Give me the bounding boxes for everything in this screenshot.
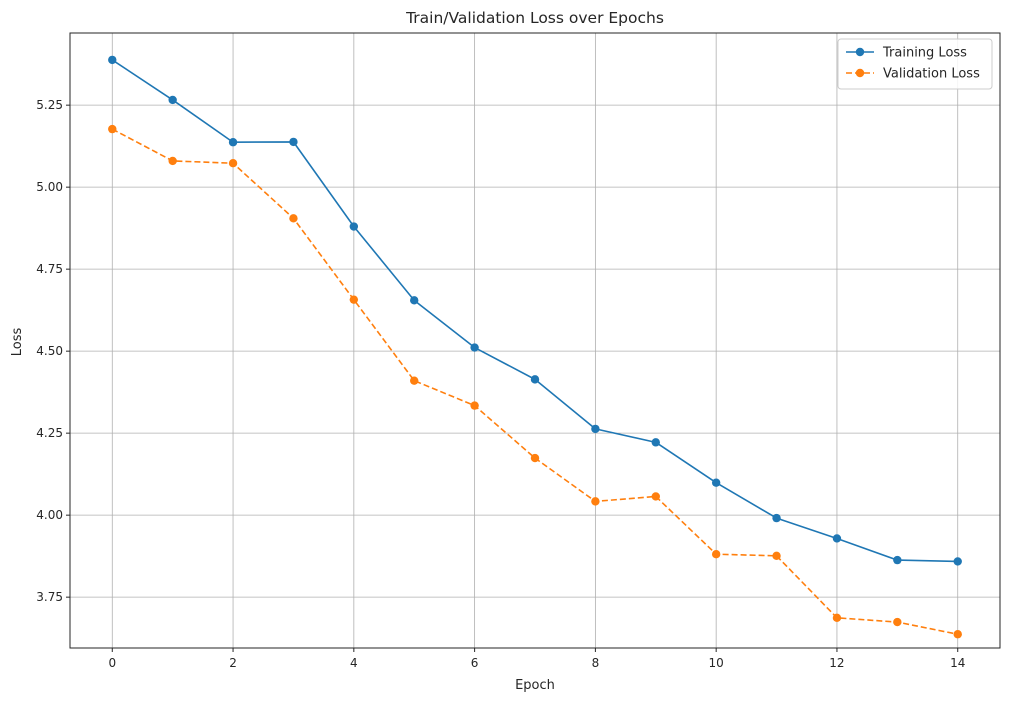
legend: Training Loss Validation Loss bbox=[837, 38, 993, 90]
x-tick-label: 14 bbox=[950, 656, 965, 670]
x-tick-label: 8 bbox=[592, 656, 600, 670]
data-point bbox=[711, 478, 721, 487]
legend-marker bbox=[855, 68, 865, 78]
legend-item: Training Loss bbox=[846, 46, 967, 61]
data-point bbox=[953, 557, 962, 566]
x-tick-label: 10 bbox=[709, 656, 724, 670]
x-tick-label: 6 bbox=[471, 656, 479, 670]
chart-title: Train/Validation Loss over Epochs bbox=[405, 9, 664, 27]
x-tick-label: 4 bbox=[350, 656, 358, 670]
data-point bbox=[289, 214, 298, 223]
plot-series bbox=[108, 55, 962, 639]
data-point bbox=[651, 492, 660, 501]
legend-label: Training Loss bbox=[882, 46, 967, 61]
legend-item: Validation Loss bbox=[846, 67, 980, 82]
data-point bbox=[530, 453, 540, 463]
data-point bbox=[711, 549, 721, 559]
y-tick-label: 5.00 bbox=[36, 180, 63, 194]
data-point bbox=[410, 376, 419, 385]
data-point bbox=[651, 438, 660, 447]
data-point bbox=[832, 613, 842, 623]
data-point bbox=[591, 497, 600, 506]
data-point bbox=[349, 222, 359, 231]
data-point bbox=[168, 156, 177, 166]
data-point bbox=[289, 137, 298, 147]
plot-frame bbox=[69, 32, 1001, 649]
data-point bbox=[349, 295, 359, 304]
y-tick-label: 5.25 bbox=[36, 98, 63, 112]
data-point bbox=[470, 401, 479, 410]
data-point bbox=[410, 296, 419, 305]
y-tick-label: 4.50 bbox=[36, 344, 63, 358]
data-point bbox=[108, 55, 117, 65]
data-point bbox=[228, 159, 238, 168]
x-tick-label: 12 bbox=[829, 656, 844, 670]
data-point bbox=[953, 630, 962, 639]
x-axis-label: Epoch bbox=[515, 678, 555, 693]
data-point bbox=[893, 555, 902, 565]
grid-lines bbox=[70, 33, 1000, 648]
y-axis-ticks: 3.75 4.00 4.25 4.50 4.75 5.00 5.25 bbox=[36, 98, 70, 604]
data-point bbox=[228, 138, 238, 147]
x-axis-ticks: 0 2 4 6 8 10 12 14 bbox=[108, 648, 965, 670]
data-point bbox=[530, 375, 540, 384]
data-point bbox=[591, 424, 600, 434]
data-point bbox=[893, 617, 902, 627]
series-line bbox=[111, 59, 958, 563]
series-training-loss bbox=[108, 55, 962, 566]
series-validation-loss bbox=[108, 124, 962, 639]
data-point bbox=[168, 95, 177, 105]
y-tick-label: 3.75 bbox=[36, 590, 63, 604]
data-point bbox=[108, 124, 117, 134]
legend-box bbox=[837, 38, 993, 90]
y-tick-label: 4.00 bbox=[36, 508, 63, 522]
x-tick-label: 0 bbox=[108, 656, 116, 670]
legend-marker bbox=[855, 47, 865, 57]
x-tick-label: 2 bbox=[229, 656, 237, 670]
data-point bbox=[772, 551, 781, 561]
y-axis-label: Loss bbox=[10, 328, 25, 357]
data-point bbox=[772, 513, 781, 523]
data-point bbox=[470, 343, 479, 352]
legend-label: Validation Loss bbox=[883, 67, 980, 82]
data-point bbox=[832, 534, 842, 543]
y-tick-label: 4.75 bbox=[36, 262, 63, 276]
y-tick-label: 4.25 bbox=[36, 426, 63, 440]
